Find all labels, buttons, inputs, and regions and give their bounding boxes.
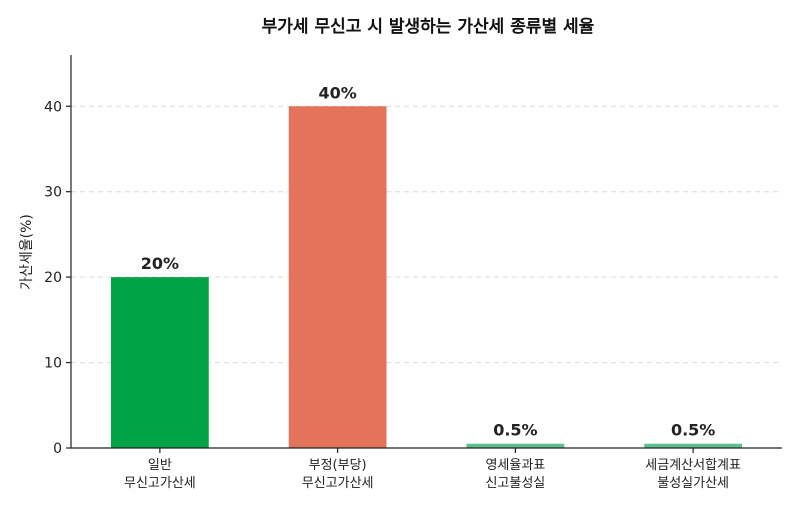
y-tick-label: 20 <box>44 270 62 286</box>
x-tick-label: 무신고가산세 <box>302 476 374 491</box>
data-label: 20% <box>141 254 179 273</box>
y-axis-label: 가산세율(%) <box>19 214 35 290</box>
x-tick-label: 세금계산서합계표 <box>645 458 741 473</box>
bars <box>110 106 743 449</box>
x-tick-label: 불성실가산세 <box>657 476 729 491</box>
data-label: 40% <box>318 83 356 102</box>
x-tick-label: 부정(부당) <box>309 458 367 473</box>
bar <box>288 106 387 449</box>
y-tick-label: 10 <box>44 356 62 372</box>
y-tick-label: 30 <box>44 185 62 201</box>
chart-title: 부가세 무신고 시 발생하는 가산세 종류별 세율 <box>262 17 595 37</box>
bar <box>110 277 209 448</box>
bar <box>466 443 565 448</box>
data-label: 0.5% <box>671 421 715 440</box>
y-tick-label: 40 <box>44 99 62 115</box>
axes <box>66 55 782 453</box>
bar <box>644 443 743 448</box>
data-label: 0.5% <box>493 421 537 440</box>
x-tick-label: 일반 <box>148 458 172 473</box>
y-tick-label: 0 <box>53 441 62 457</box>
x-tick-label: 무신고가산세 <box>124 476 196 491</box>
x-tick-label: 영세율과표 <box>485 458 545 473</box>
x-tick-label: 신고불성실 <box>485 476 545 491</box>
